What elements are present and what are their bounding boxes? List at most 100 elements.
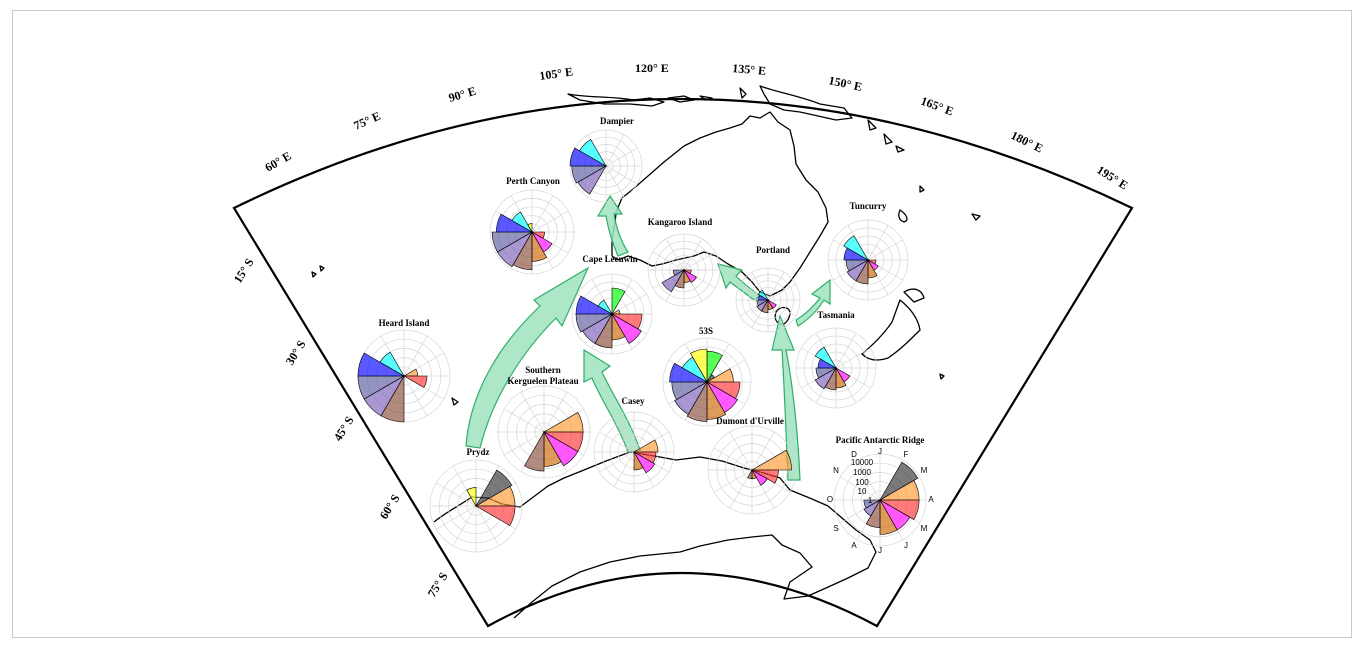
- legend-scale-10: 10: [858, 487, 867, 496]
- rose-grid-spoke: [652, 251, 685, 271]
- rose-wedge-southern-kerguelen-m7: [524, 430, 545, 472]
- rose-wedge-prydz-m12: [466, 487, 477, 508]
- rose-wedge-kangaroo-island-m9: [672, 269, 686, 276]
- antarctica-coast: [433, 451, 877, 619]
- rose-wedge-casey-m6: [633, 450, 644, 471]
- rose-grid-spoke: [543, 391, 568, 433]
- figure-frame: [12, 10, 1352, 638]
- timor-coast: [567, 93, 665, 107]
- rose-wedge-53s-m8: [674, 381, 708, 415]
- arrow-dumont-to-tasmania: [771, 314, 801, 481]
- rose-grid-spoke: [599, 451, 635, 473]
- rose-grid-spoke: [633, 417, 655, 453]
- new-zealand-coast: [861, 288, 925, 361]
- rose-grid-spoke: [403, 375, 428, 417]
- rose-grid-spoke: [867, 225, 889, 261]
- rose-wedge-pacific-antarctic-ridge-m2: [879, 461, 919, 501]
- rose-prydz: Prydz: [429, 447, 523, 553]
- rose-dampier: Dampier: [569, 116, 643, 203]
- rose-heard-island: Heard Island: [357, 318, 451, 423]
- rose-wedge-perth-canyon-m12: [527, 223, 533, 234]
- site-title-dumont-durville: Dumont d'Urville: [716, 416, 784, 426]
- legend-scale-1: 1: [868, 496, 873, 505]
- latitude-labels: 15° S 30° S 45° S 60° S 75° S: [231, 255, 451, 599]
- rose-grid-spoke: [683, 251, 716, 271]
- lat-label-60s: 60° S: [377, 491, 403, 521]
- rose-grid-spoke: [835, 347, 871, 369]
- rose-tasmania: Tasmania: [795, 310, 877, 409]
- rose-wedge-dumont-durville-m5: [751, 469, 768, 486]
- legend-month-f: F: [904, 450, 909, 459]
- rose-grid-spoke: [605, 165, 638, 185]
- lat-label-30s: 30° S: [283, 337, 309, 367]
- rose-wedge-53s-m12: [690, 348, 708, 384]
- lat-label-45s: 45° S: [331, 413, 357, 443]
- pacific-islands: [867, 119, 981, 380]
- rose-wedge-casey-m3: [632, 439, 659, 453]
- rose-casey: Casey: [593, 396, 675, 493]
- rose-grid-spoke: [503, 431, 545, 456]
- rose-grid-spoke: [520, 391, 545, 433]
- rose-wedge-perth-canyon-m9: [491, 231, 534, 253]
- rose-wedge-kangaroo-island-m8: [661, 269, 685, 293]
- rose-wedge-portland-m8: [756, 299, 769, 312]
- rose-grid-spoke: [839, 476, 881, 501]
- site-title-53s: 53S: [699, 326, 713, 336]
- site-title-tasmania: Tasmania: [817, 310, 855, 320]
- rose-wedge-southern-kerguelen-m5: [543, 431, 579, 467]
- longitude-labels: 60° E 75° E 90° E 105° E 120° E 135° E 1…: [263, 61, 1131, 192]
- site-title-perth-canyon: Perth Canyon: [506, 176, 560, 186]
- rose-grid-spoke: [435, 482, 477, 507]
- rose-wedge-cape-leeuwin-m10: [575, 295, 614, 315]
- site-title-pacific-antarctic-ridge: Pacific Antarctic Ridge: [836, 435, 925, 445]
- site-title-tuncurry: Tuncurry: [850, 201, 887, 211]
- rose-perth-canyon: Perth Canyon: [489, 176, 575, 275]
- site-title-dampier: Dampier: [600, 116, 634, 126]
- rose-diagrams: Dampier Perth Canyon Kangaroo Island Cape L…: [357, 116, 927, 553]
- rose-wedge-dampier-m11: [579, 139, 607, 167]
- rose-tuncurry: Tuncurry: [827, 201, 909, 301]
- rose-grid-spoke: [751, 431, 775, 471]
- rose-wedge-53s-m10: [669, 362, 709, 383]
- rose-grid-spoke: [531, 210, 569, 233]
- rose-grid-spoke: [767, 272, 785, 301]
- legend-month-o: O: [827, 495, 833, 504]
- arrow-prydz-to-cape-leeuwin: [465, 266, 590, 449]
- site-title-portland: Portland: [756, 245, 790, 255]
- rose-wedge-kangaroo-island-m5: [683, 269, 697, 283]
- legend-scale-10000: 10000: [851, 458, 874, 467]
- rose-wedge-dumont-durville-m7: [747, 468, 753, 480]
- legend-month-a2: A: [851, 541, 857, 550]
- rose-grid-spoke: [503, 408, 545, 433]
- rose-dumont-durville: Dumont d'Urville: [707, 416, 797, 515]
- lon-label-60e: 60° E: [263, 149, 294, 175]
- arrow-portland-to-kangaroo: [717, 263, 762, 301]
- rose-wedge-perth-canyon-m11: [511, 211, 533, 233]
- lon-label-150e: 150° E: [827, 73, 863, 94]
- arrow-casey-to-cape-leeuwin: [583, 348, 641, 453]
- rose-grid-spoke: [452, 505, 477, 547]
- legend-month-j1: J: [878, 447, 882, 456]
- rose-grid-spoke: [713, 447, 753, 471]
- rose-grid-spoke: [531, 195, 554, 233]
- lat-label-75s: 75° S: [425, 569, 451, 599]
- arrow-cape-leeuwin-to-dampier: [596, 194, 629, 257]
- rose-grid-spoke: [435, 505, 477, 530]
- rose-wedge-cape-leeuwin-m5: [611, 313, 642, 344]
- rose-grid-spoke: [856, 459, 881, 501]
- rose-wedge-perth-canyon-m10: [495, 213, 534, 233]
- rose-wedge-dumont-durville-m4: [750, 469, 779, 484]
- rose-wedge-heard-island-m10: [357, 352, 406, 377]
- rose-wedge-portland-m9: [756, 299, 770, 307]
- rose-wedge-tasmania-m8: [814, 367, 837, 390]
- map-boundary: [232, 97, 1134, 628]
- sub-antarctic-islands: [311, 265, 459, 406]
- site-title-southern-kerguelen: Southern Kerguelen Plateau: [507, 365, 578, 386]
- legend-month-j3: J: [878, 546, 882, 555]
- rose-wedge-53s-m7: [686, 380, 708, 422]
- rose-wedge-heard-island-m4: [402, 375, 428, 388]
- rose-wedge-prydz-m4: [474, 505, 516, 526]
- lon-label-135e: 135° E: [732, 61, 767, 78]
- lat-label-15s: 15° S: [231, 255, 257, 285]
